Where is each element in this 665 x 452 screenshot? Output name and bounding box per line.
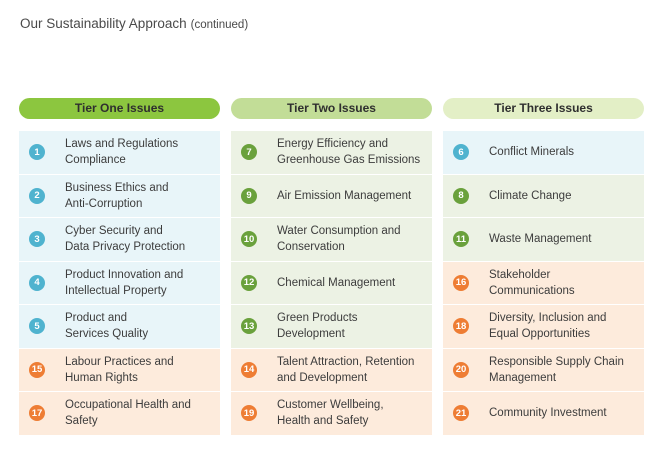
issue-label: Stakeholder Communications	[489, 268, 575, 297]
issue-row: 11 Waste Management	[443, 218, 644, 262]
issue-number-badge: 9	[241, 187, 257, 204]
issue-label: Customer Wellbeing, Health and Safety	[277, 399, 384, 428]
issue-number-badge: 15	[29, 361, 45, 378]
issue-label: Conflict Minerals	[489, 146, 574, 159]
issue-row: 15 Labour Practices and Human Rights	[19, 348, 220, 392]
issue-label: Talent Attraction, Retention and Develop…	[277, 355, 415, 384]
issue-number-badge: 16	[453, 274, 469, 291]
issue-label: Water Consumption and Conservation	[277, 225, 401, 254]
issue-label: Product and Services Quality	[65, 312, 149, 341]
tier-two-column: Tier Two Issues 7 Energy Efficiency and G…	[231, 98, 432, 436]
issue-number-badge: 3	[29, 231, 45, 248]
tier-two-header: Tier Two Issues	[231, 98, 432, 119]
issue-row: 8 Climate Change	[443, 174, 644, 218]
issue-row: 14 Talent Attraction, Retention and Devel…	[231, 348, 432, 392]
issue-row: 5 Product and Services Quality	[19, 305, 220, 349]
issue-row: 18 Diversity, Inclusion and Equal Opportu…	[443, 305, 644, 349]
issue-row: 3 Cyber Security and Data Privacy Protect…	[19, 218, 220, 262]
issue-number-badge: 4	[29, 274, 45, 291]
issue-row: 9 Air Emission Management	[231, 174, 432, 218]
page-title-text: Our Sustainability Approach	[20, 16, 187, 31]
issue-label: Diversity, Inclusion and Equal Opportuni…	[489, 312, 607, 341]
issue-row: 17 Occupational Health and Safety	[19, 392, 220, 436]
issue-label: Air Emission Management	[277, 189, 412, 202]
tier-three-header: Tier Three Issues	[443, 98, 644, 119]
issue-row: 7 Energy Efficiency and Greenhouse Gas Em…	[231, 131, 432, 175]
tier-three-column: Tier Three Issues 6 Conflict Minerals 8 Cli…	[443, 98, 644, 436]
issue-label: Laws and Regulations Compliance	[65, 138, 179, 167]
issue-number-badge: 20	[453, 361, 469, 378]
issue-row: 4 Product Innovation and Intellectual Pro…	[19, 261, 220, 305]
tier-one-list: 1 Laws and Regulations Compliance 2 Busines…	[19, 131, 220, 436]
issue-row: 12 Chemical Management	[231, 261, 432, 305]
issue-number-badge: 11	[453, 231, 469, 248]
issue-row: 2 Business Ethics and Anti-Corruption	[19, 174, 220, 218]
issue-row: 13 Green Products Development	[231, 305, 432, 349]
issue-number-badge: 19	[241, 405, 257, 422]
issue-row: 16 Stakeholder Communications	[443, 261, 644, 305]
issue-number-badge: 13	[241, 318, 257, 335]
issue-number-badge: 14	[241, 361, 257, 378]
tier-one-column: Tier One Issues 1 Laws and Regulations Co…	[19, 98, 220, 436]
issue-row: 6 Conflict Minerals	[443, 131, 644, 175]
issue-label: Energy Efficiency and Greenhouse Gas Emi…	[277, 138, 421, 167]
page-title-continued: (continued)	[190, 19, 249, 31]
issue-label: Green Products Development	[277, 312, 358, 341]
issue-label: Waste Management	[489, 233, 592, 246]
issue-label: Chemical Management	[277, 276, 396, 289]
issue-label: Product Innovation and Intellectual Prop…	[65, 268, 184, 297]
page-title: Our Sustainability Approach (continued)	[20, 16, 248, 31]
issue-number-badge: 21	[453, 405, 469, 422]
tier-three-list: 6 Conflict Minerals 8 Climate Change 11 Waste…	[443, 131, 644, 436]
issue-label: Climate Change	[489, 189, 572, 202]
issue-number-badge: 18	[453, 318, 469, 335]
issue-label: Occupational Health and Safety	[65, 399, 191, 428]
issue-number-badge: 17	[29, 405, 45, 422]
issue-number-badge: 12	[241, 274, 257, 291]
issue-number-badge: 7	[241, 144, 257, 161]
issue-number-badge: 2	[29, 187, 45, 204]
issue-number-badge: 10	[241, 231, 257, 248]
issue-number-badge: 6	[453, 144, 469, 161]
issue-row: 1 Laws and Regulations Compliance	[19, 131, 220, 175]
issue-label: Community Investment	[489, 407, 607, 420]
issue-row: 10 Water Consumption and Conservation	[231, 218, 432, 262]
issue-label: Responsible Supply Chain Management	[489, 355, 624, 384]
issue-row: 19 Customer Wellbeing, Health and Safety	[231, 392, 432, 436]
issue-row: 21 Community Investment	[443, 392, 644, 436]
issue-number-badge: 8	[453, 187, 469, 204]
tier-two-list: 7 Energy Efficiency and Greenhouse Gas Em…	[231, 131, 432, 436]
issue-label: Business Ethics and Anti-Corruption	[65, 181, 169, 210]
issue-row: 20 Responsible Supply Chain Management	[443, 348, 644, 392]
issue-number-badge: 1	[29, 144, 45, 161]
issue-label: Labour Practices and Human Rights	[65, 355, 174, 384]
issue-label: Cyber Security and Data Privacy Protecti…	[65, 225, 186, 254]
tier-one-header: Tier One Issues	[19, 98, 220, 119]
issue-number-badge: 5	[29, 318, 45, 335]
